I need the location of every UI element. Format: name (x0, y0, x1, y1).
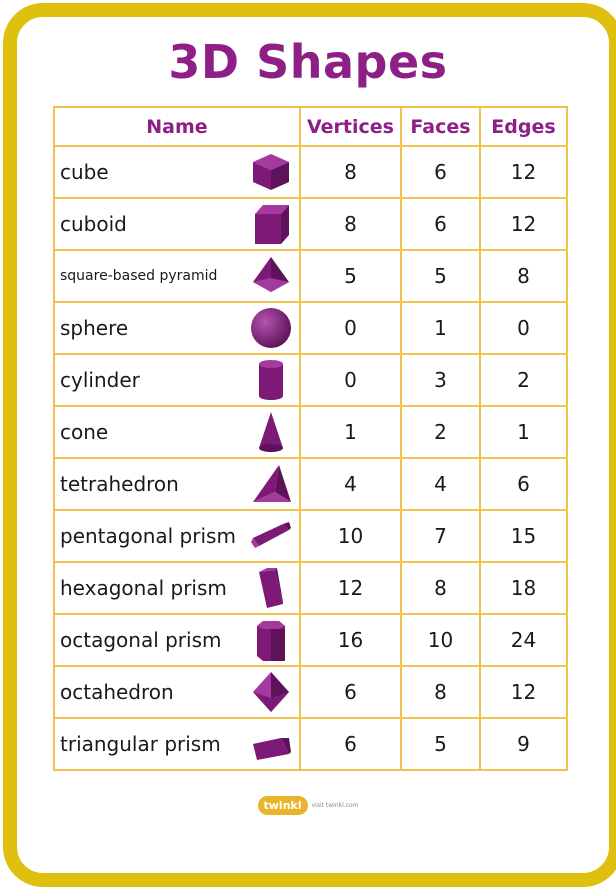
vertices-cell: 10 (299, 509, 402, 563)
table-row: cube 8 6 12 (53, 145, 568, 199)
vertices-cell: 0 (299, 353, 402, 407)
shapes-table: Name Vertices Faces Edges cube 8 6 12 cuboid… (53, 106, 568, 771)
shape-name-cell: sphere (53, 301, 301, 355)
table-row: octahedron 6 8 12 (53, 665, 568, 719)
edges-cell: 6 (479, 457, 568, 511)
table-row: cone 1 2 1 (53, 405, 568, 459)
cone-icon (249, 410, 293, 454)
edges-cell: 8 (479, 249, 568, 303)
shape-name-cell: octahedron (53, 665, 301, 719)
vertices-cell: 0 (299, 301, 402, 355)
shape-name-cell: cuboid (53, 197, 301, 251)
triangular-prism-icon (249, 722, 293, 766)
shape-name: cube (60, 160, 109, 184)
shape-name-cell: cone (53, 405, 301, 459)
edges-cell: 9 (479, 717, 568, 771)
header-edges: Edges (479, 106, 568, 147)
shape-name: square-based pyramid (60, 268, 218, 284)
table-row: cuboid 8 6 12 (53, 197, 568, 251)
cylinder-icon (249, 358, 293, 402)
vertices-cell: 5 (299, 249, 402, 303)
shape-name-cell: hexagonal prism (53, 561, 301, 615)
table-row: pentagonal prism 10 7 15 (53, 509, 568, 563)
table-row: sphere 0 1 0 (53, 301, 568, 355)
table-row: triangular prism 6 5 9 (53, 717, 568, 771)
shape-name: tetrahedron (60, 472, 179, 496)
edges-cell: 1 (479, 405, 568, 459)
header-vertices: Vertices (299, 106, 402, 147)
visit-link[interactable]: visit twinkl.com (311, 802, 359, 809)
faces-cell: 3 (400, 353, 481, 407)
vertices-cell: 8 (299, 145, 402, 199)
faces-cell: 10 (400, 613, 481, 667)
shape-name-cell: octagonal prism (53, 613, 301, 667)
edges-cell: 24 (479, 613, 568, 667)
edges-cell: 12 (479, 197, 568, 251)
faces-cell: 2 (400, 405, 481, 459)
pentagonal-prism-icon (249, 514, 293, 558)
shape-name: cuboid (60, 212, 127, 236)
shape-name-cell: cylinder (53, 353, 301, 407)
shape-name-cell: cube (53, 145, 301, 199)
table-row: square-based pyramid 5 5 8 (53, 249, 568, 303)
header-name: Name (53, 106, 301, 147)
table-row: octagonal prism 16 10 24 (53, 613, 568, 667)
table-row: tetrahedron 4 4 6 (53, 457, 568, 511)
vertices-cell: 1 (299, 405, 402, 459)
faces-cell: 7 (400, 509, 481, 563)
vertices-cell: 12 (299, 561, 402, 615)
edges-cell: 15 (479, 509, 568, 563)
cuboid-icon (249, 202, 293, 246)
header-faces: Faces (400, 106, 481, 147)
shape-name-cell: tetrahedron (53, 457, 301, 511)
edges-cell: 18 (479, 561, 568, 615)
shape-name: cylinder (60, 368, 140, 392)
edges-cell: 2 (479, 353, 568, 407)
vertices-cell: 16 (299, 613, 402, 667)
faces-cell: 8 (400, 561, 481, 615)
shape-name-cell: square-based pyramid (53, 249, 301, 303)
edges-cell: 12 (479, 145, 568, 199)
faces-cell: 5 (400, 717, 481, 771)
faces-cell: 6 (400, 145, 481, 199)
table-row: cylinder 0 3 2 (53, 353, 568, 407)
sphere-icon (249, 306, 293, 350)
octagonal-prism-icon (249, 618, 293, 662)
faces-cell: 4 (400, 457, 481, 511)
table-row: hexagonal prism 12 8 18 (53, 561, 568, 615)
vertices-cell: 6 (299, 717, 402, 771)
footer: twinkl visit twinkl.com (0, 795, 616, 815)
shape-name: octahedron (60, 680, 174, 704)
faces-cell: 6 (400, 197, 481, 251)
twinkl-logo[interactable]: twinkl (257, 796, 308, 815)
shape-name: triangular prism (60, 732, 221, 756)
hexagonal-prism-icon (249, 566, 293, 610)
faces-cell: 1 (400, 301, 481, 355)
shape-name: sphere (60, 316, 129, 340)
edges-cell: 0 (479, 301, 568, 355)
shape-name-cell: triangular prism (53, 717, 301, 771)
vertices-cell: 6 (299, 665, 402, 719)
header-row: Name Vertices Faces Edges (53, 106, 568, 147)
edges-cell: 12 (479, 665, 568, 719)
faces-cell: 5 (400, 249, 481, 303)
shape-name: pentagonal prism (60, 524, 236, 548)
shape-name: octagonal prism (60, 628, 222, 652)
shape-name: hexagonal prism (60, 576, 227, 600)
pyramid-icon (249, 254, 293, 298)
cube-icon (249, 150, 293, 194)
shape-name: cone (60, 420, 109, 444)
vertices-cell: 8 (299, 197, 402, 251)
vertices-cell: 4 (299, 457, 402, 511)
shape-name-cell: pentagonal prism (53, 509, 301, 563)
octahedron-icon (249, 670, 293, 714)
page-title: 3D Shapes (168, 35, 448, 89)
tetrahedron-icon (249, 462, 293, 506)
faces-cell: 8 (400, 665, 481, 719)
